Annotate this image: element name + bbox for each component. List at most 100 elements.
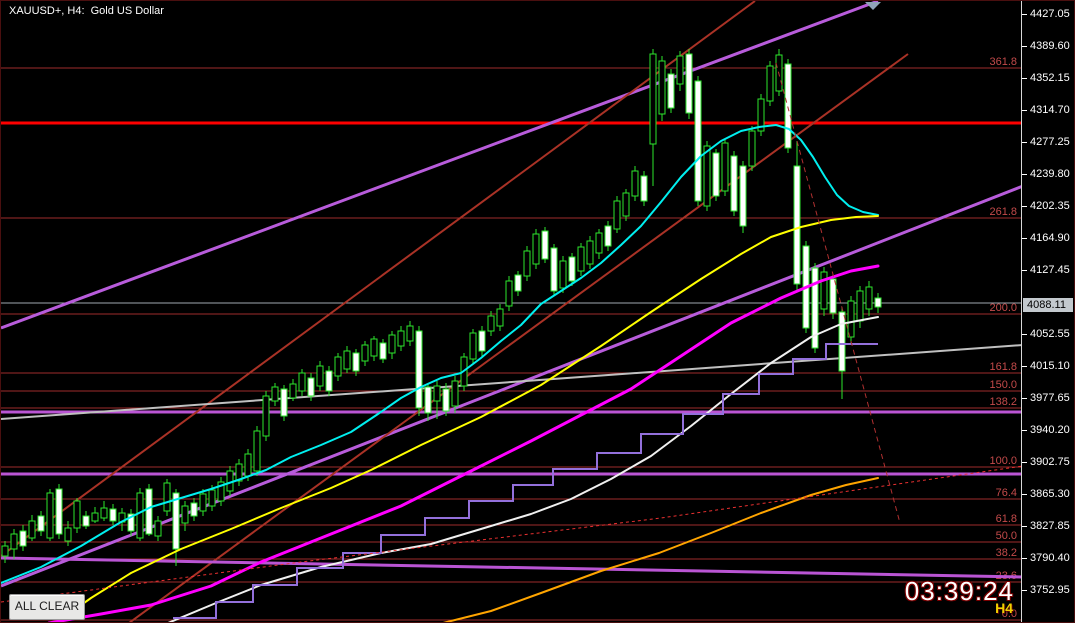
axis-tick bbox=[1022, 206, 1027, 207]
candle-bull bbox=[28, 520, 36, 539]
axis-tick bbox=[1022, 430, 1027, 431]
axis-price-label: 3865.30 bbox=[1030, 488, 1070, 500]
candle-bear bbox=[838, 311, 846, 372]
axis-price-label: 4164.90 bbox=[1030, 232, 1070, 244]
candle-bull bbox=[649, 53, 657, 145]
candle-bear bbox=[730, 155, 738, 212]
candle-bull bbox=[361, 344, 369, 362]
candle-bear bbox=[829, 278, 837, 314]
candle-bull bbox=[343, 350, 351, 370]
axis-tick bbox=[1022, 398, 1027, 399]
candle-bull bbox=[766, 65, 774, 102]
candle-bear bbox=[424, 386, 432, 414]
axis-tick bbox=[1022, 174, 1027, 175]
candle-bull bbox=[154, 520, 162, 537]
candle-bull bbox=[181, 505, 189, 524]
candle-bear bbox=[415, 330, 423, 409]
axis-price-label: 4239.80 bbox=[1030, 168, 1070, 180]
dashed-falling[interactable] bbox=[775, 62, 901, 524]
price-chart[interactable]: 361.8 261.8 200.0 161.8 150.0 138.2 100.0 76.4 6… bbox=[1, 1, 1024, 623]
fib-label-138.2: 138.2 bbox=[989, 396, 1017, 408]
stepped-trail bbox=[173, 343, 878, 619]
orchid-sloped-low[interactable] bbox=[1, 556, 1024, 579]
axis-price-label: 3790.40 bbox=[1030, 552, 1070, 564]
candle-bear bbox=[127, 513, 135, 532]
candle-bull bbox=[64, 527, 72, 542]
violet-channel-lower[interactable] bbox=[1, 184, 1024, 588]
axis-price-label: 3902.75 bbox=[1030, 456, 1070, 468]
candle-bear bbox=[874, 297, 882, 308]
candle-bear bbox=[541, 230, 549, 260]
candle-bear bbox=[739, 165, 747, 227]
candle-bull bbox=[253, 430, 261, 472]
candle-bull bbox=[595, 232, 603, 254]
axis-tick bbox=[1022, 558, 1027, 559]
fib-label-161.8: 161.8 bbox=[989, 361, 1017, 373]
candle-bull bbox=[451, 380, 459, 407]
candle-bear bbox=[811, 267, 819, 349]
candle-bear bbox=[712, 152, 720, 197]
dashed-rising[interactable] bbox=[1, 465, 1024, 603]
candle-bear bbox=[640, 175, 648, 202]
candle-bear bbox=[325, 370, 333, 392]
axis-tick bbox=[1022, 142, 1027, 143]
price-axis[interactable]: 4088.11 4427.05 4389.60 4352.15 4314.70 4277… bbox=[1021, 1, 1074, 622]
axis-price-label: 4202.35 bbox=[1030, 200, 1070, 212]
candle-bear bbox=[352, 352, 360, 372]
candle-bull bbox=[631, 170, 639, 197]
candle-bull bbox=[406, 325, 414, 342]
candle-bull bbox=[559, 260, 567, 289]
candle-bull bbox=[577, 246, 585, 272]
candle-bull bbox=[217, 481, 225, 502]
firebrick-channel-lower[interactable] bbox=[128, 53, 909, 623]
firebrick-channel-upper[interactable] bbox=[1, 1, 756, 557]
axis-price-label: 3827.85 bbox=[1030, 520, 1070, 532]
axis-price-label: 4015.10 bbox=[1030, 360, 1070, 372]
timeframe-badge: H4 bbox=[995, 600, 1013, 616]
candle-bear bbox=[514, 274, 522, 292]
candle-bear bbox=[442, 388, 450, 412]
candle-bull bbox=[622, 192, 630, 217]
candle-bull bbox=[271, 386, 279, 402]
candle-bull bbox=[244, 453, 252, 477]
fib-label-361.8: 361.8 bbox=[989, 56, 1017, 68]
candle-bull bbox=[532, 233, 540, 265]
axis-price-label: 4127.45 bbox=[1030, 264, 1070, 276]
candle-bull bbox=[487, 315, 495, 332]
candle-bear bbox=[793, 165, 801, 285]
candle-bear bbox=[82, 515, 90, 527]
axis-tick bbox=[1022, 46, 1027, 47]
chart-shift-marker-icon[interactable] bbox=[865, 2, 881, 10]
axis-price-label: 4052.55 bbox=[1030, 328, 1070, 340]
candle-bull bbox=[865, 286, 873, 310]
candle-bull bbox=[469, 332, 477, 360]
fib-label-100.0: 100.0 bbox=[989, 455, 1017, 467]
axis-tick bbox=[1022, 494, 1027, 495]
candle-bull bbox=[289, 383, 297, 399]
violet-channel-upper[interactable] bbox=[1, 1, 879, 330]
market-clock: 03:39:24 bbox=[904, 576, 1014, 606]
gray-diagonal[interactable] bbox=[1, 344, 1024, 420]
candle-bull bbox=[370, 338, 378, 357]
axis-tick bbox=[1022, 462, 1027, 463]
candle-bull bbox=[586, 240, 594, 265]
candle-bull bbox=[334, 356, 342, 377]
axis-tick bbox=[1022, 270, 1027, 271]
all-clear-button[interactable]: ALL CLEAR bbox=[9, 594, 85, 620]
candle-bull bbox=[235, 463, 243, 482]
axis-tick bbox=[1022, 238, 1027, 239]
candle-bull bbox=[703, 145, 711, 207]
axis-price-label: 4389.60 bbox=[1030, 40, 1070, 52]
candle-bear bbox=[172, 492, 180, 550]
candle-bull bbox=[748, 130, 756, 167]
fib-label-61.8: 61.8 bbox=[996, 513, 1017, 525]
axis-tick bbox=[1022, 78, 1027, 79]
axis-tick bbox=[1022, 14, 1027, 15]
candle-bull bbox=[820, 271, 828, 310]
candle-bull bbox=[757, 98, 765, 132]
candle-bear bbox=[568, 256, 576, 282]
candle-bear bbox=[694, 80, 702, 202]
axis-price-label: 4314.70 bbox=[1030, 104, 1070, 116]
candle-bear bbox=[19, 530, 27, 547]
